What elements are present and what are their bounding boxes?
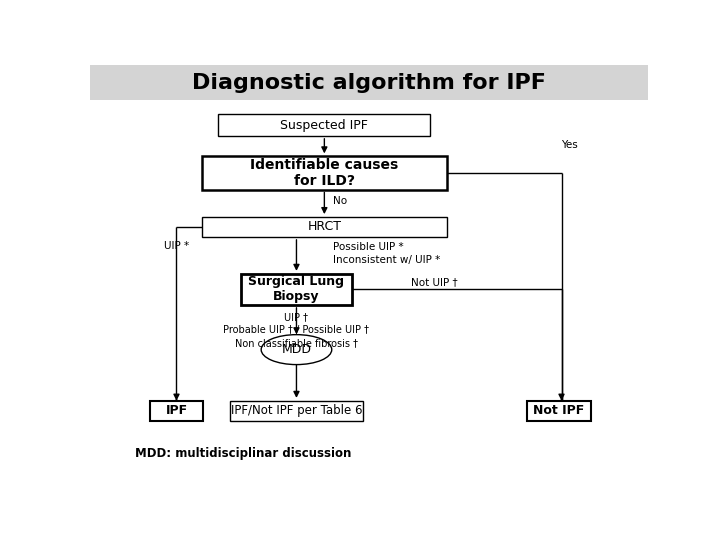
FancyBboxPatch shape [526,401,591,421]
Text: MDD: multidisciplinar discussion: MDD: multidisciplinar discussion [135,447,351,460]
Text: Yes: Yes [562,140,578,150]
Text: UIP *: UIP * [164,241,189,251]
Text: Suspected IPF: Suspected IPF [280,119,369,132]
Text: No: No [333,196,347,206]
Text: Diagnostic algorithm for IPF: Diagnostic algorithm for IPF [192,73,546,93]
Text: Possible UIP *
Inconsistent w/ UIP *: Possible UIP * Inconsistent w/ UIP * [333,242,440,265]
FancyBboxPatch shape [230,401,364,421]
FancyBboxPatch shape [240,274,352,305]
Text: Surgical Lung
Biopsy: Surgical Lung Biopsy [248,275,344,303]
Bar [90,65,648,100]
Text: UIP †
Probable UIP † / Possible UIP †
Non classifiable fibrosis †: UIP † Probable UIP † / Possible UIP † No… [223,312,369,349]
Ellipse shape [261,335,332,365]
FancyBboxPatch shape [218,114,431,136]
FancyBboxPatch shape [150,401,203,421]
FancyBboxPatch shape [202,217,447,237]
Text: IPF: IPF [166,404,187,417]
Text: Not IPF: Not IPF [533,404,585,417]
FancyBboxPatch shape [202,156,447,190]
Text: HRCT: HRCT [307,220,341,233]
Text: Not UIP †: Not UIP † [411,277,457,287]
Text: Identifiable causes
for ILD?: Identifiable causes for ILD? [251,158,398,188]
Text: MDD: MDD [282,343,312,356]
Text: IPF/Not IPF per Table 6: IPF/Not IPF per Table 6 [230,404,362,417]
